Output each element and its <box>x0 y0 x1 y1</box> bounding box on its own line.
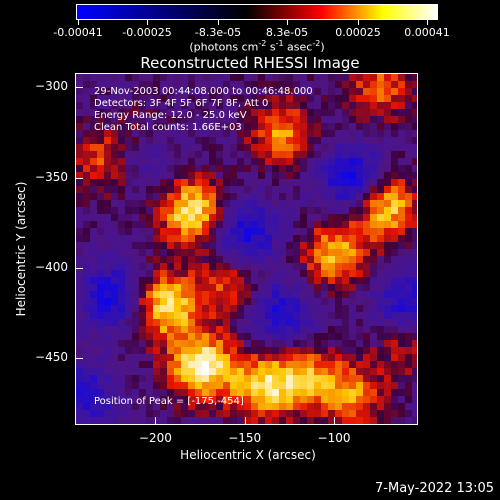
y-tick-label: −400 <box>35 259 68 274</box>
heatmap-image <box>76 74 417 424</box>
datestamp: 7-May-2022 13:05 <box>375 481 494 496</box>
colorbar-tick <box>287 20 288 25</box>
x-tick-mark <box>334 417 336 425</box>
colorbar-tick <box>78 20 79 25</box>
colorbar-units: (photons cm-2 s-1 asec-2) <box>189 39 325 54</box>
x-tick-label: −100 <box>317 431 351 445</box>
heatmap-plot[interactable] <box>75 73 418 425</box>
y-tick-mark <box>75 358 83 360</box>
x-tick-mark <box>244 417 246 425</box>
peak-position-label: Position of Peak = [-175,-454] <box>94 396 244 407</box>
colorbar-tick-label: -8.3e-05 <box>194 26 242 39</box>
colorbar-tick <box>427 20 428 25</box>
colorbar-tick-label: -0.00041 <box>53 26 103 39</box>
y-tick-mark <box>75 87 83 89</box>
info-clean-counts: Clean Total counts: 1.66E+03 <box>94 122 242 133</box>
y-tick-label: −450 <box>35 350 68 365</box>
plot-title: Reconstructed RHESSI Image <box>140 54 360 72</box>
x-tick-label: −150 <box>228 431 262 445</box>
colorbar-tick <box>358 20 359 25</box>
x-tick-label: −200 <box>138 431 172 445</box>
y-tick-mark <box>75 177 83 179</box>
y-tick-label: −350 <box>35 169 68 184</box>
info-time-range: 29-Nov-2003 00:44:08.000 to 00:46:48.000 <box>94 86 313 97</box>
y-tick-label: −300 <box>35 79 68 94</box>
y-tick-mark <box>75 267 83 269</box>
colorbar-tick-label: 0.00041 <box>404 26 450 39</box>
colorbar-tick-label: -0.00025 <box>122 26 172 39</box>
colorbar-tick-label: 8.3e-05 <box>265 26 309 39</box>
x-tick-mark <box>155 417 157 425</box>
colorbar <box>76 4 438 20</box>
colorbar-tick <box>147 20 148 25</box>
info-energy-range: Energy Range: 12.0 - 25.0 keV <box>94 110 247 121</box>
colorbar-tick-label: 0.00025 <box>335 26 381 39</box>
info-detectors: Detectors: 3F 4F 5F 6F 7F 8F, Att 0 <box>94 98 269 109</box>
y-axis-label: Heliocentric Y (arcsec) <box>14 181 28 317</box>
x-axis-label: Heliocentric X (arcsec) <box>180 448 316 462</box>
colorbar-tick <box>218 20 219 25</box>
